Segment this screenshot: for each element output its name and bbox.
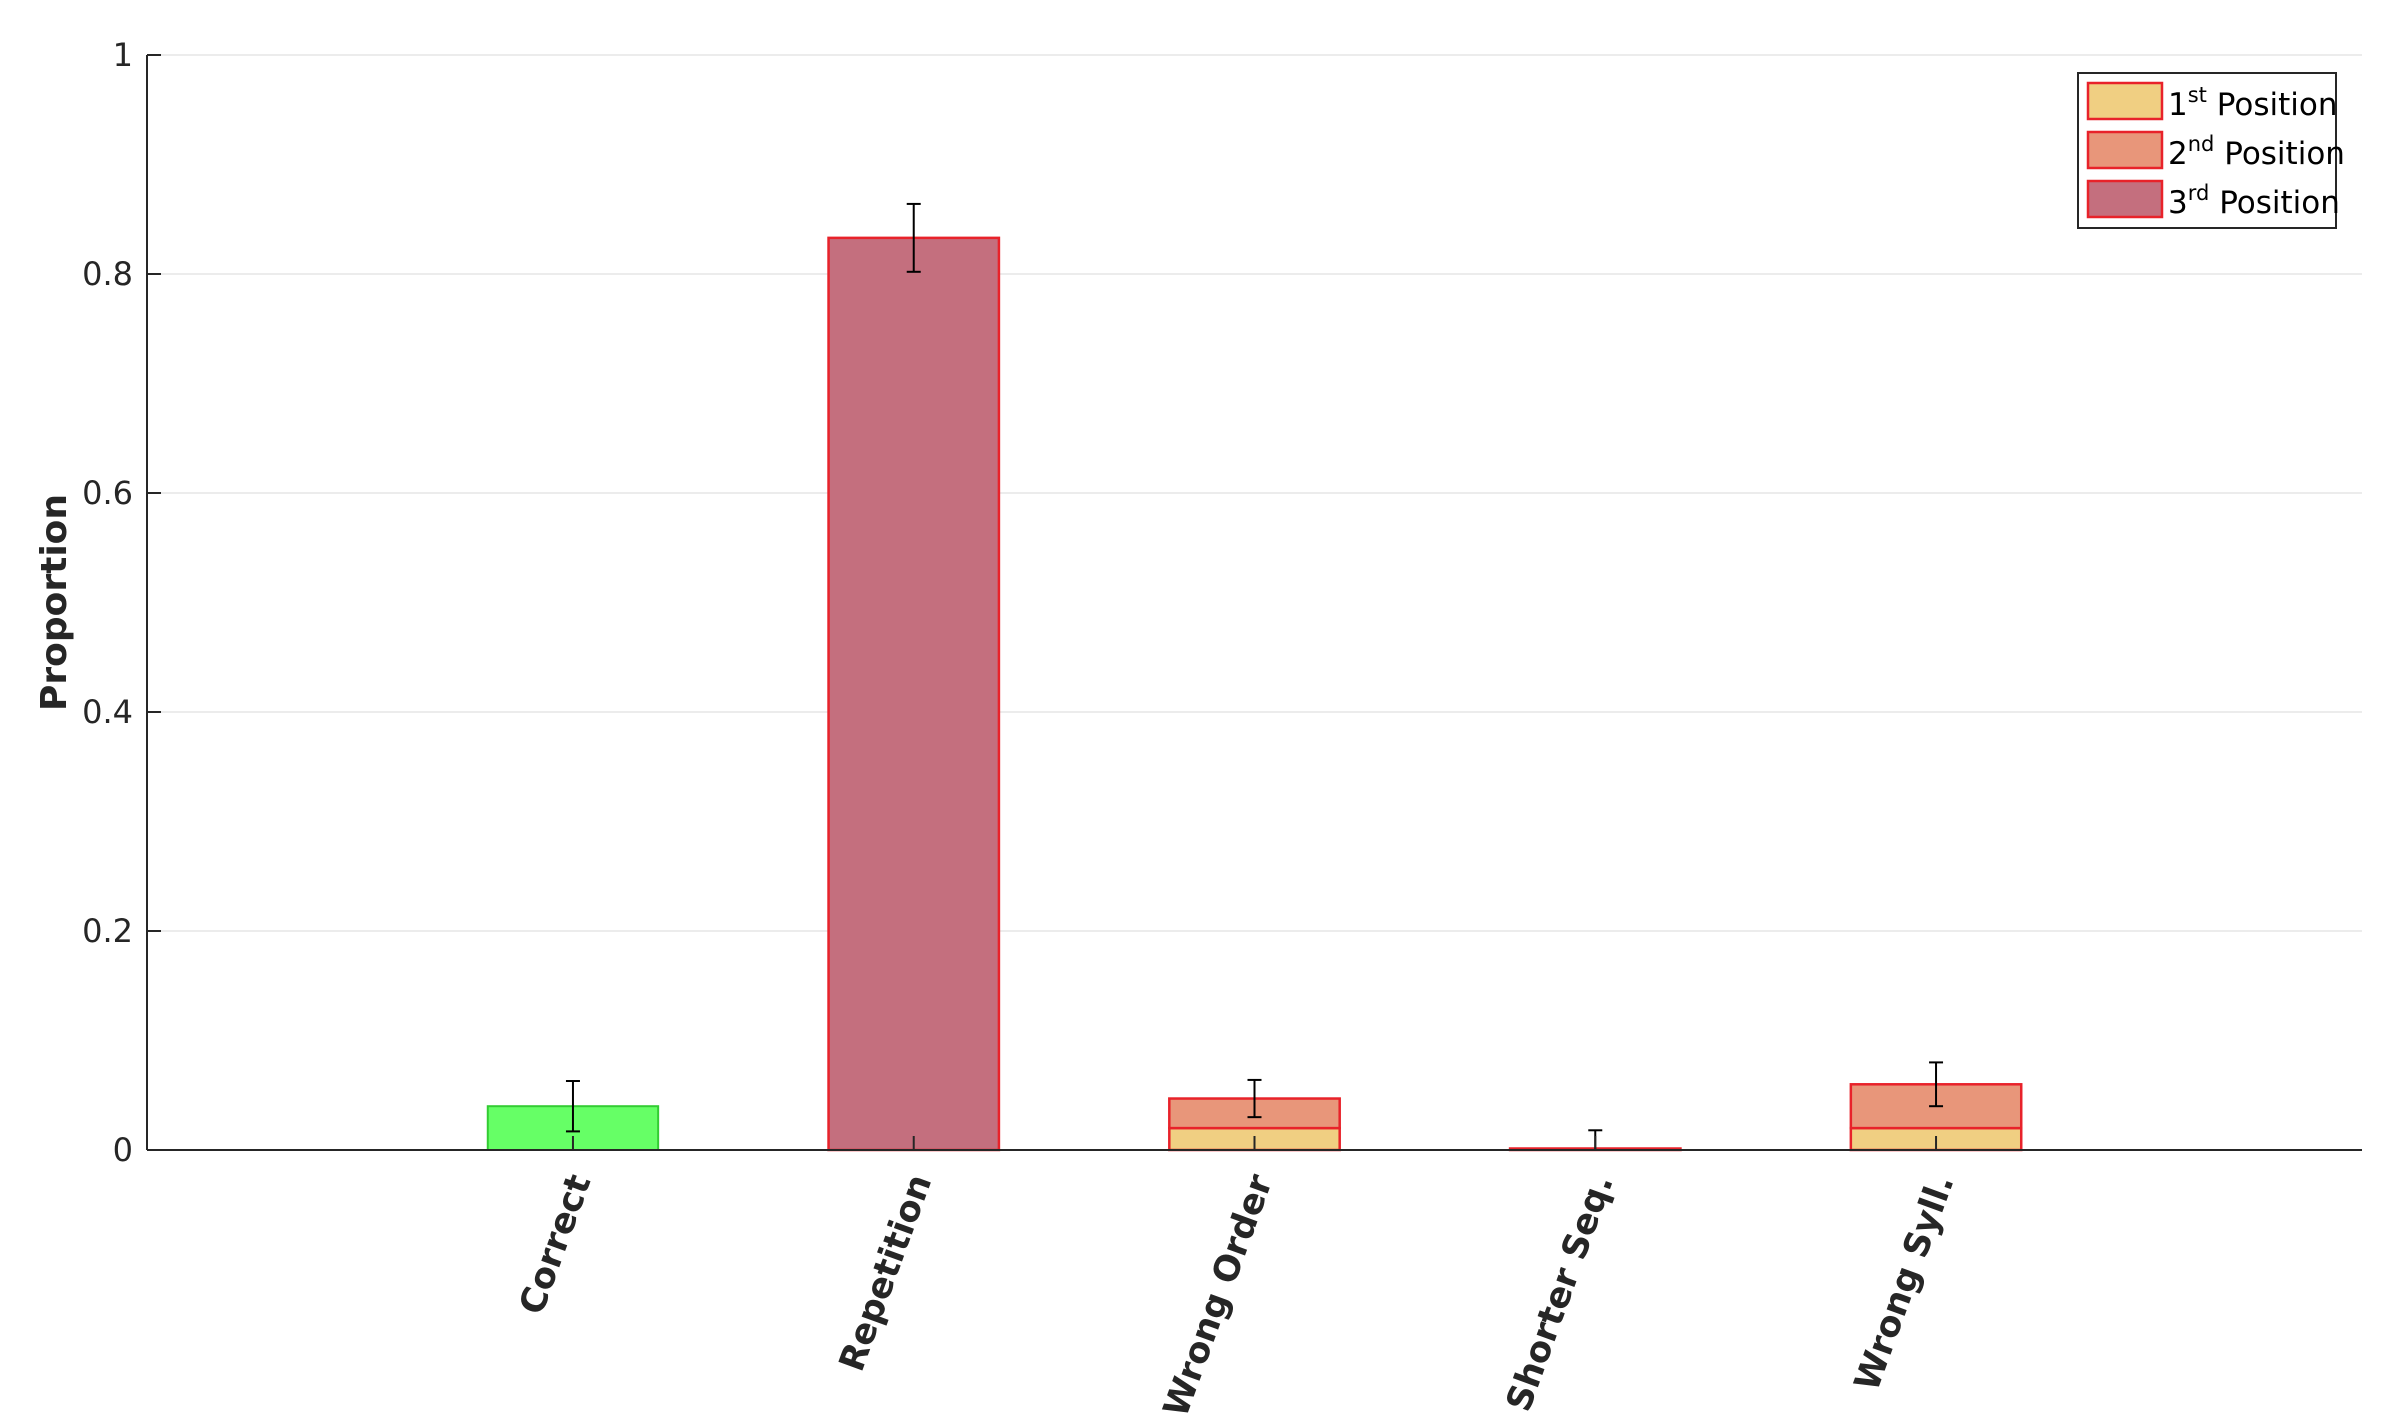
legend-label-2: 2nd Position <box>2168 132 2345 172</box>
x-tick-label: Wrong Syll. <box>1847 1169 1962 1396</box>
x-tick-label: Wrong Order <box>1156 1169 1281 1415</box>
y-tick-label: 0 <box>113 1131 133 1169</box>
y-tick-label: 0.8 <box>82 255 133 293</box>
y-tick-label: 0.4 <box>82 693 133 731</box>
plot-area <box>147 55 2362 1150</box>
y-tick-label: 0.6 <box>82 474 133 512</box>
x-tick-label: Shorter Seq. <box>1499 1169 1622 1415</box>
legend-swatch-2 <box>2086 130 2164 170</box>
bar-segment-3 <box>827 236 1001 1152</box>
legend-label-3: 3rd Position <box>2168 181 2340 221</box>
legend-swatch-3 <box>2086 179 2164 219</box>
x-tick-label: Correct <box>512 1169 599 1319</box>
y-tick-label: 0.2 <box>82 912 133 950</box>
legend-swatch-1 <box>2086 81 2164 121</box>
y-axis-title: Proportion <box>34 494 75 711</box>
y-tick-label: 1 <box>113 36 133 74</box>
x-tick-label: Repetition <box>832 1169 940 1376</box>
legend-label-1: 1st Position <box>2168 83 2337 123</box>
